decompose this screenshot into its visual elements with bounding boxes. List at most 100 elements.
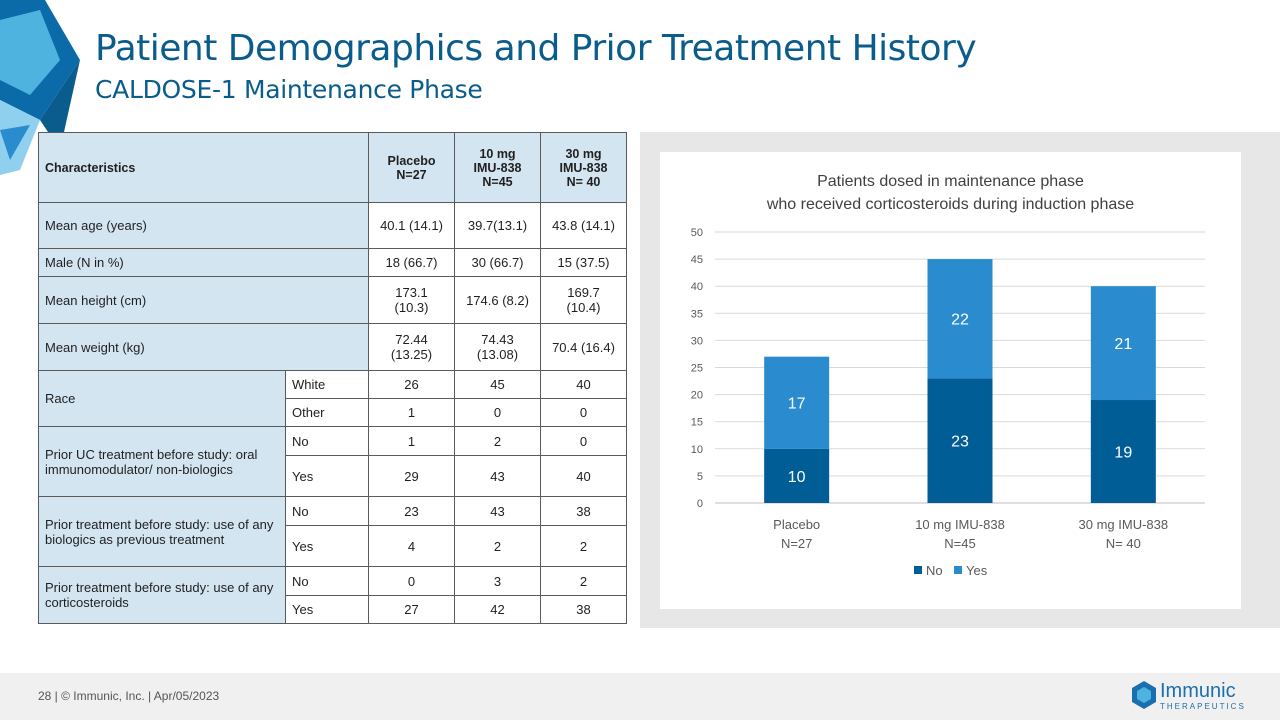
data-label: 17 <box>788 396 806 413</box>
row-sublabel: Yes <box>284 595 370 624</box>
demographics-table: Characteristics Placebo N=27 10 mg IMU-838… <box>37 132 628 624</box>
cell-10mg: 174.6 (8.2) <box>454 276 542 324</box>
header-10mg: 10 mg IMU-838 N=45 <box>454 132 542 203</box>
corner-decoration <box>0 0 80 175</box>
x-tick-label: N= 40 <box>1106 536 1141 551</box>
data-label: 10 <box>788 469 806 486</box>
row-sublabel: White <box>284 370 370 399</box>
y-tick-label: 30 <box>691 335 703 347</box>
bar-segment-no <box>764 448 830 503</box>
table-row-race-other: Other 1 0 0 <box>39 398 628 427</box>
bar-segment-yes <box>927 259 993 379</box>
row-label: Mean age (years) <box>37 202 370 249</box>
legend-swatch-yes <box>954 566 962 574</box>
chart-panel: Patients dosed in maintenance phase who … <box>660 152 1241 609</box>
cell-30mg: 169.7 (10.4) <box>540 276 628 324</box>
legend-swatch-no <box>914 566 922 574</box>
row-label: Prior treatment before study: use of any… <box>38 566 286 624</box>
cell-30mg: 40 <box>540 455 628 497</box>
page-title: Patient Demographics and Prior Treatment… <box>95 28 977 69</box>
x-tick-label: N=45 <box>944 536 975 551</box>
y-tick-label: 35 <box>691 308 703 320</box>
stacked-bar-chart: 0 5 10 15 20 25 30 35 40 45 50 10 17 Placebo N=27 23 22 1… <box>691 227 1205 578</box>
y-tick-label: 0 <box>697 498 703 510</box>
cell-placebo: 173.1 (10.3) <box>368 276 456 324</box>
table-row-age: Mean age (years) 40.1 (14.1) 39.7(13.1) … <box>37 202 628 249</box>
legend-label: Yes <box>966 563 988 578</box>
cell-10mg: 0 <box>454 398 542 427</box>
row-label: Prior UC treatment before study: oral im… <box>38 426 286 497</box>
cell-30mg: 2 <box>540 525 628 567</box>
table-row-uc-yes: Yes 29 43 40 <box>39 455 628 497</box>
footer-text: 28 | © Immunic, Inc. | Apr/05/2023 <box>38 689 220 703</box>
cell-placebo: 23 <box>368 496 456 526</box>
row-label: Mean weight (kg) <box>37 323 370 371</box>
chart-title-line-2: who received corticosteroids during indu… <box>766 196 1135 213</box>
cell-placebo: 1 <box>368 426 456 456</box>
logo-subtitle: THERAPEUTICS <box>1160 702 1246 711</box>
header-placebo: Placebo N=27 <box>368 132 456 203</box>
data-label: 21 <box>1114 336 1132 353</box>
data-label: 19 <box>1114 445 1132 462</box>
cell-placebo: 72.44 (13.25) <box>368 323 456 371</box>
x-tick-label: N=27 <box>781 536 812 551</box>
company-logo: Immunic THERAPEUTICS <box>1130 680 1250 712</box>
x-tick-label: Placebo <box>773 517 820 532</box>
footer-bar <box>0 673 1280 720</box>
cell-placebo: 0 <box>368 566 456 596</box>
y-tick-label: 45 <box>691 254 703 266</box>
table-row-race-white: Race White 26 45 40 <box>38 370 628 427</box>
row-sublabel: Other <box>284 398 370 427</box>
row-sublabel: No <box>284 496 370 526</box>
bar-segment-yes <box>764 356 830 449</box>
cell-placebo: 18 (66.7) <box>368 248 456 277</box>
cell-30mg: 38 <box>540 595 628 624</box>
table-header-row: Characteristics Placebo N=27 10 mg IMU-838… <box>37 132 628 203</box>
logo-icon <box>1132 681 1156 709</box>
cell-10mg: 74.43 (13.08) <box>454 323 542 371</box>
cell-10mg: 42 <box>454 595 542 624</box>
y-tick-label: 20 <box>691 390 703 402</box>
row-sublabel: Yes <box>284 455 370 497</box>
y-tick-label: 5 <box>697 471 703 483</box>
cell-30mg: 40 <box>540 370 628 399</box>
table-row-male: Male (N in %) 18 (66.7) 30 (66.7) 15 (37… <box>37 248 628 277</box>
cell-10mg: 2 <box>454 525 542 567</box>
cell-placebo: 4 <box>368 525 456 567</box>
cell-placebo: 40.1 (14.1) <box>368 202 456 249</box>
cell-30mg: 15 (37.5) <box>540 248 628 277</box>
cell-placebo: 1 <box>368 398 456 427</box>
row-sublabel: No <box>284 566 370 596</box>
y-tick-label: 15 <box>691 417 703 429</box>
bar-segment-no <box>1090 400 1156 503</box>
cell-30mg: 43.8 (14.1) <box>540 202 628 249</box>
y-tick-label: 40 <box>691 281 703 293</box>
logo-name: Immunic <box>1160 680 1236 702</box>
cell-10mg: 2 <box>454 426 542 456</box>
cell-placebo: 27 <box>368 595 456 624</box>
cell-30mg: 2 <box>540 566 628 596</box>
cell-10mg: 43 <box>454 496 542 526</box>
y-tick-label: 10 <box>691 444 703 456</box>
cell-30mg: 0 <box>540 426 628 456</box>
x-tick-label: 10 mg IMU-838 <box>915 517 1005 532</box>
cell-10mg: 30 (66.7) <box>454 248 542 277</box>
cell-30mg: 70.4 (16.4) <box>540 323 628 371</box>
table-row-weight: Mean weight (kg) 72.44 (13.25) 74.43 (13.0… <box>37 323 628 371</box>
header-30mg: 30 mg IMU-838 N= 40 <box>540 132 628 203</box>
cell-10mg: 3 <box>454 566 542 596</box>
y-tick-label: 50 <box>691 227 703 239</box>
y-tick-label: 25 <box>691 363 703 375</box>
x-tick-label: 30 mg IMU-838 <box>1079 517 1169 532</box>
cell-10mg: 43 <box>454 455 542 497</box>
row-sublabel: No <box>284 426 370 456</box>
cell-placebo: 26 <box>368 370 456 399</box>
cell-placebo: 29 <box>368 455 456 497</box>
row-sublabel: Yes <box>284 525 370 567</box>
header-characteristics: Characteristics <box>37 132 370 203</box>
data-label: 22 <box>951 312 969 329</box>
chart-title-line-1: Patients dosed in maintenance phase <box>817 173 1084 190</box>
cell-30mg: 38 <box>540 496 628 526</box>
row-label: Mean height (cm) <box>37 276 370 324</box>
cell-10mg: 45 <box>454 370 542 399</box>
